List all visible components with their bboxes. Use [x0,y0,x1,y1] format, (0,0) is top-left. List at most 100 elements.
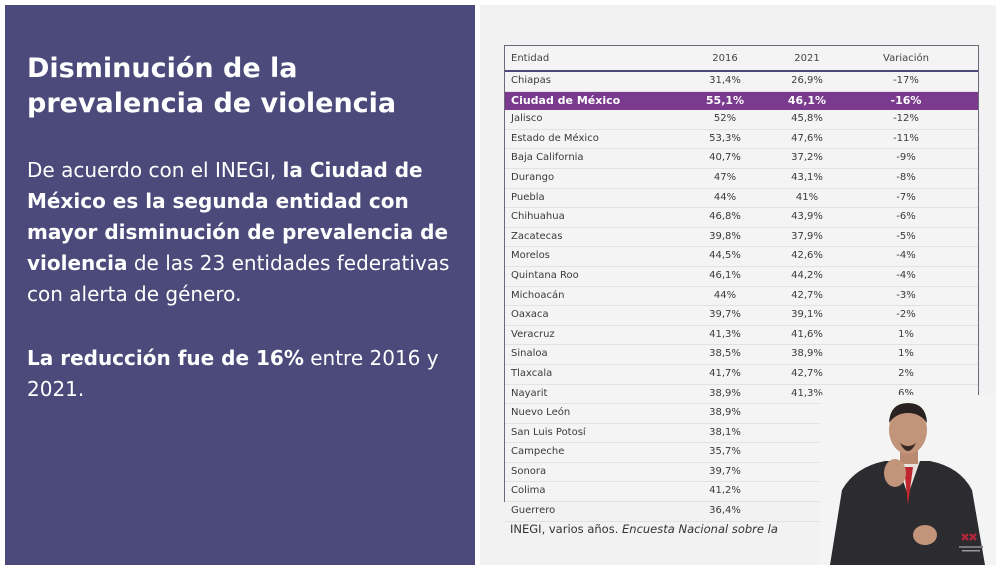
cell-2021: 43,9% [791,211,823,223]
cell-2021: 42,7% [791,367,823,379]
cell-entidad: Guerrero [511,505,556,517]
intro-highlight: la Ciudad de México es la segunda entida… [27,158,449,275]
cell-2016: 40,7% [709,152,741,164]
table-row-highlighted: Ciudad de México 55,1% 46,1% -16% [505,91,978,111]
cell-variacion: 6% [898,387,914,399]
violence-table: Entidad 2016 2021 Variación Chiapas 31,4%… [504,45,979,522]
cell-2016: 46,1% [709,269,741,281]
intro-paragraph: De acuerdo con el INEGI, la Ciudad de Mé… [27,155,453,310]
cell-entidad: Estado de México [511,132,599,144]
cell-variacion: 2% [898,367,914,379]
cell-variacion: -12% [893,113,919,125]
cell-2021: 42,7% [791,289,823,301]
intro-text-end: de las 23 entidades federativas con aler… [27,251,450,306]
cell-2016: 47% [713,171,737,183]
table-row: Tlaxcala 41,7% 42,7% 2% [505,365,978,385]
cell-entidad: Quintana Roo [511,269,579,281]
table-row: Guerrero 36,4% [505,502,978,522]
reduction-text: entre 2016 y 2021. [27,346,439,401]
cell-variacion: 1% [898,328,914,340]
cell-entidad: Michoacán [511,289,565,301]
cell-variacion: -6% [896,211,916,223]
table-row: Veracruz 41,3% 41,6% 1% [505,326,978,346]
cell-2016: 38,9% [709,407,741,419]
table-row: Chiapas 31,4% 26,9% -17% [505,72,978,92]
cell-variacion: -11% [893,132,919,144]
cell-2021: 41% [795,191,819,203]
cell-2021: 39,1% [791,309,823,321]
cell-2016: 35,7% [709,446,741,458]
header-variacion: Variación [883,53,929,64]
cell-2021: 41,3% [791,387,823,399]
cell-2016: 38,9% [709,387,741,399]
cell-entidad: Baja California [511,152,584,164]
table-header: Entidad 2016 2021 Variación [505,46,978,72]
cell-2016: 46,8% [709,211,741,223]
cell-2016: 55,1% [705,93,745,107]
table-row: Puebla 44% 41% -7% [505,189,978,209]
cell-entidad: Chiapas [511,75,551,86]
cell-2021: 38,9% [791,348,823,360]
reduction-paragraph: La reducción fue de 16% entre 2016 y 202… [27,343,453,405]
cell-2016: 52% [713,113,737,125]
cell-2021: 41,6% [791,328,823,340]
source-italic: Encuesta Nacional sobre la [622,522,778,536]
cell-entidad: Sinaloa [511,348,548,360]
cell-2016: 38,1% [709,426,741,438]
cell-variacion: -17% [893,75,919,86]
table-row: Nuevo León 38,9% [505,404,978,424]
table-row: Sonora 39,7% [505,463,978,483]
table-row: Michoacán 44% 42,7% -3% [505,287,978,307]
cell-variacion: -7% [896,191,916,203]
slide-title: Disminución de la prevalencia de violenc… [27,51,453,121]
cell-entidad: Durango [511,171,555,183]
header-2016: 2016 [712,53,738,64]
table-row: Morelos 44,5% 42,6% -4% [505,247,978,267]
cell-2016: 41,3% [709,328,741,340]
sign-language-interpreter [820,395,995,565]
slide-title-line-1: Disminución de la [27,53,298,84]
cell-entidad: Oaxaca [511,309,549,321]
header-2021: 2021 [794,53,820,64]
cell-2016: 39,7% [709,465,741,477]
cell-entidad: Veracruz [511,328,555,340]
cell-entidad: Nayarit [511,387,548,399]
cell-entidad: Morelos [511,250,550,262]
intro-text: De acuerdo con el INEGI, [27,158,283,182]
cell-2021: 43,1% [791,171,823,183]
cell-variacion: -9% [896,152,916,164]
cell-entidad: Ciudad de México [511,93,621,107]
cell-2021: 45,8% [791,113,823,125]
cell-2016: 53,3% [709,132,741,144]
cell-2021: 26,9% [791,75,823,86]
cell-2016: 44,5% [709,250,741,262]
cell-2021: 44,2% [791,269,823,281]
cell-variacion: -4% [896,250,916,262]
table-row: Chihuahua 46,8% 43,9% -6% [505,208,978,228]
slide-text-panel: Disminución de la prevalencia de violenc… [5,5,475,565]
table-row: Zacatecas 39,8% 37,9% -5% [505,228,978,248]
table-row: Colima 41,2% [505,482,978,503]
cell-entidad: Zacatecas [511,230,563,242]
header-entidad: Entidad [511,53,550,64]
table-row: Estado de México 53,3% 47,6% -11% [505,130,978,150]
cell-2016: 41,2% [709,485,741,497]
source-note: INEGI, varios años. Encuesta Nacional so… [510,522,778,536]
table-row: Durango 47% 43,1% -8% [505,169,978,189]
cell-variacion: 1% [898,348,914,360]
cell-variacion: -16% [890,93,922,107]
table-row: San Luis Potosí 38,1% [505,424,978,444]
table-row: Jalisco 52% 45,8% -12% [505,110,978,130]
cell-2016: 44% [713,191,737,203]
cell-2021: 47,6% [791,132,823,144]
cell-entidad: San Luis Potosí [511,426,586,438]
cell-entidad: Chihuahua [511,211,565,223]
cell-variacion: -4% [896,269,916,281]
slide-title-line-2: prevalencia de violencia [27,88,397,119]
cell-2016: 39,8% [709,230,741,242]
table-row: Oaxaca 39,7% 39,1% -2% [505,306,978,326]
table-row: Quintana Roo 46,1% 44,2% -4% [505,267,978,287]
cell-2016: 36,4% [709,505,741,517]
cell-2016: 41,7% [709,367,741,379]
cell-2016: 39,7% [709,309,741,321]
